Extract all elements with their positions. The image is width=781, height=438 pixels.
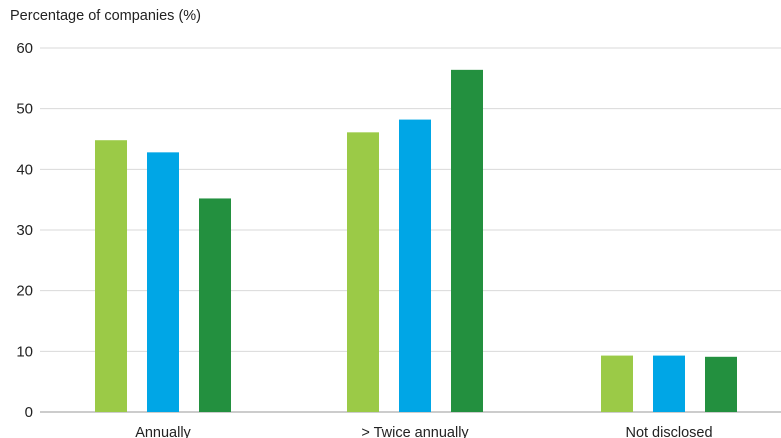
- y-tick-label: 0: [25, 404, 33, 421]
- x-category-label: > Twice annually: [361, 425, 469, 438]
- bar: [95, 140, 127, 412]
- bar: [199, 198, 231, 412]
- y-tick-label: 50: [16, 101, 33, 118]
- y-tick-label: 60: [16, 40, 33, 57]
- y-tick-label: 20: [16, 283, 33, 300]
- bar: [347, 132, 379, 412]
- bar: [451, 70, 483, 412]
- bar: [653, 356, 685, 412]
- y-tick-label: 40: [16, 161, 33, 178]
- y-axis-ticks: 0 10 20 30 40 50 60: [16, 40, 33, 421]
- bar: [147, 152, 179, 412]
- y-tick-label: 10: [16, 343, 33, 360]
- bar: [705, 357, 737, 412]
- bars: [95, 70, 737, 412]
- bar: [601, 356, 633, 412]
- x-axis-categories: Annually > Twice annually Not disclosed: [135, 425, 712, 438]
- y-tick-label: 30: [16, 222, 33, 239]
- x-category-label: Annually: [135, 425, 191, 438]
- x-category-label: Not disclosed: [625, 425, 712, 438]
- bar: [399, 120, 431, 412]
